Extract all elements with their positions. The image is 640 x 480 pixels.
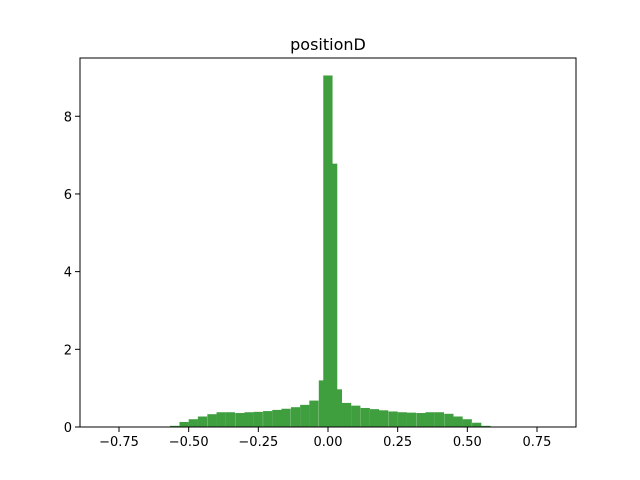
histogram-bar: [462, 419, 472, 427]
y-tick-label: 6: [64, 188, 72, 203]
x-tick-label: −0.75: [99, 435, 139, 450]
x-tick-label: −0.50: [169, 435, 209, 450]
histogram-bar: [406, 412, 417, 427]
histogram-bar: [369, 409, 380, 427]
histogram-bar: [309, 400, 319, 427]
histogram-bars: [170, 75, 491, 428]
histogram-bar: [188, 419, 198, 427]
x-tick-label: 0.75: [523, 435, 552, 450]
histogram-bar: [225, 412, 236, 427]
histogram-bar: [170, 425, 180, 427]
histogram-bar: [253, 411, 263, 427]
histogram-bar: [472, 422, 482, 427]
histogram-bar: [434, 412, 445, 427]
y-tick-label: 0: [64, 421, 72, 436]
x-tick-label: 0.25: [383, 435, 412, 450]
x-tick-label: −0.25: [238, 435, 278, 450]
y-axis: 0 2 4 6 8: [64, 110, 80, 436]
histogram-bar: [281, 408, 291, 427]
histogram-bar: [341, 402, 352, 427]
histogram-bar: [360, 407, 370, 427]
x-axis: −0.75 −0.50 −0.25 0.00 0.25 0.50 0.75: [99, 427, 551, 450]
x-tick-label: 0.00: [314, 435, 343, 450]
histogram-bar: [290, 407, 301, 427]
histogram-bar: [216, 412, 226, 427]
histogram-bar: [416, 413, 426, 427]
y-tick-label: 2: [64, 343, 72, 358]
histogram-bar: [272, 409, 282, 427]
histogram-bar: [425, 412, 435, 427]
histogram-bar: [263, 411, 273, 427]
x-tick-label: 0.50: [453, 435, 482, 450]
histogram-bar: [207, 414, 217, 427]
histogram-bar: [332, 389, 343, 427]
histogram-bar: [388, 411, 398, 427]
histogram-bar: [300, 404, 310, 427]
histogram-bar: [444, 413, 454, 427]
histogram-bar: [351, 405, 361, 427]
histogram-bar: [197, 416, 208, 427]
histogram-bar: [328, 163, 338, 428]
histogram-bar: [244, 412, 254, 427]
histogram-bar: [378, 410, 389, 427]
y-tick-label: 8: [64, 110, 72, 125]
histogram-bar: [481, 425, 491, 427]
histogram-bar: [235, 413, 245, 427]
plot-frame: [79, 57, 577, 428]
y-tick-label: 4: [64, 266, 72, 281]
histogram-bar: [397, 412, 407, 427]
chart-title: positionD: [290, 35, 366, 54]
histogram-bar: [323, 75, 333, 428]
histogram-bar: [179, 421, 189, 427]
histogram-bar: [453, 416, 463, 427]
